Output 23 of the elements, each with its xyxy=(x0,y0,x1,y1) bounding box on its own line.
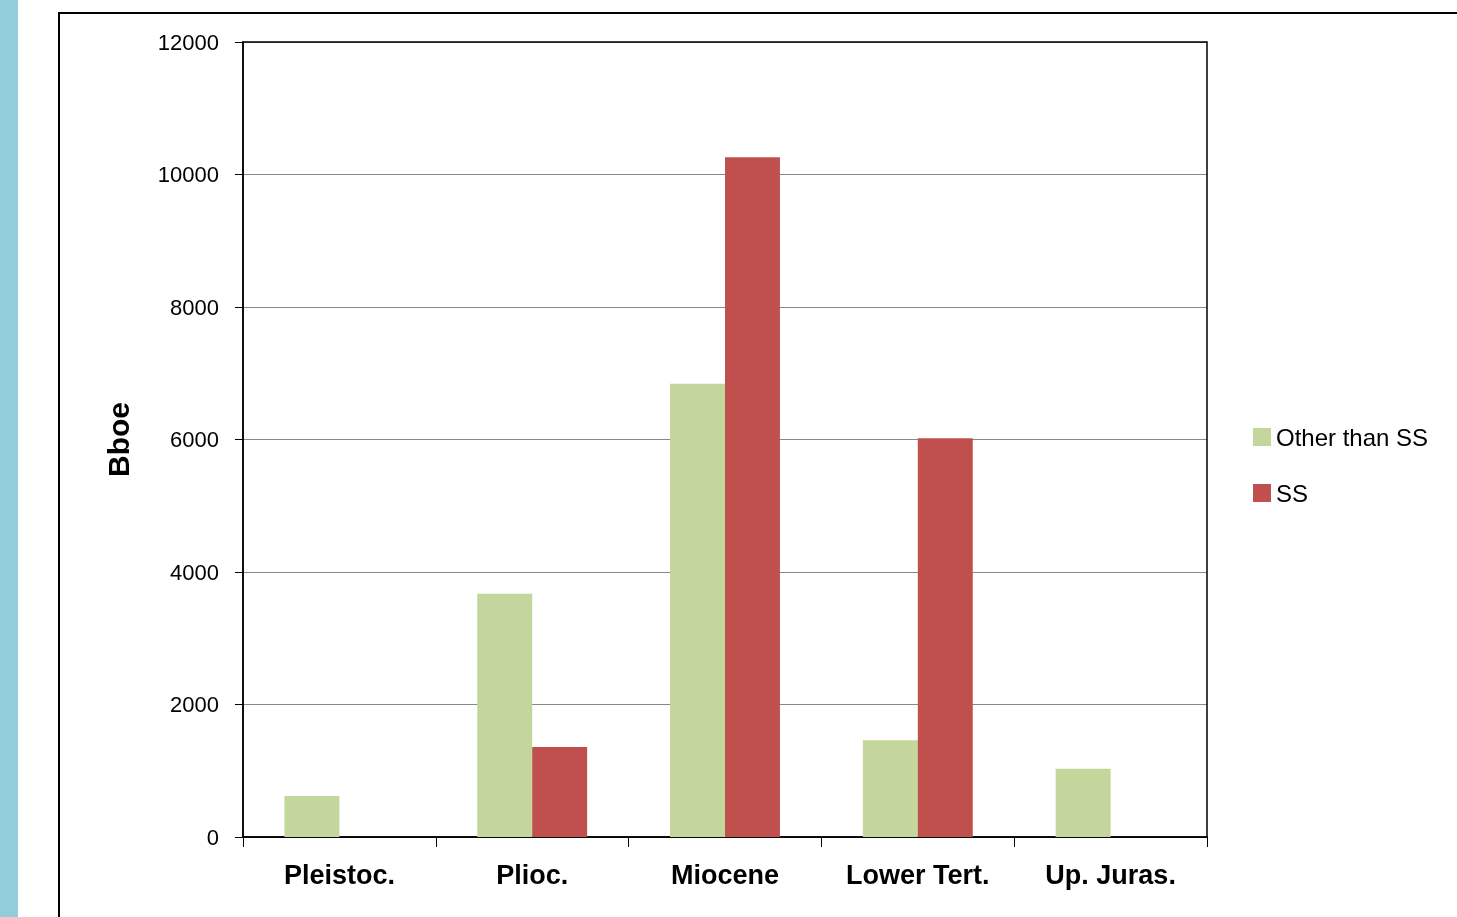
y-axis-title: Bboe xyxy=(101,402,135,477)
x-tick-label: Miocene xyxy=(670,859,780,890)
y-tick-label: 2000 xyxy=(170,692,219,717)
y-tick-label: 4000 xyxy=(170,559,219,585)
bar xyxy=(917,438,973,837)
bar xyxy=(725,157,780,837)
x-tick-label: Pleistoc. xyxy=(283,859,395,890)
bar xyxy=(532,746,588,837)
y-tick-label: 8000 xyxy=(170,294,219,320)
x-tick-label: Plioc. xyxy=(496,859,569,890)
bar xyxy=(1055,768,1111,837)
y-tick-label: 10000 xyxy=(157,162,219,187)
bar xyxy=(284,795,340,837)
x-tick-label: Up. Juras. xyxy=(1045,859,1176,890)
legend-label: Other than SS xyxy=(1276,423,1429,451)
y-tick-label: 12000 xyxy=(157,29,219,55)
y-tick-label: 6000 xyxy=(170,427,219,452)
bar xyxy=(862,740,918,837)
bar xyxy=(670,383,725,837)
x-tick-label: Lower Tert. xyxy=(846,859,990,890)
y-tick-label: 0 xyxy=(206,824,219,850)
legend-label: SS xyxy=(1276,479,1309,507)
bar xyxy=(477,593,533,837)
